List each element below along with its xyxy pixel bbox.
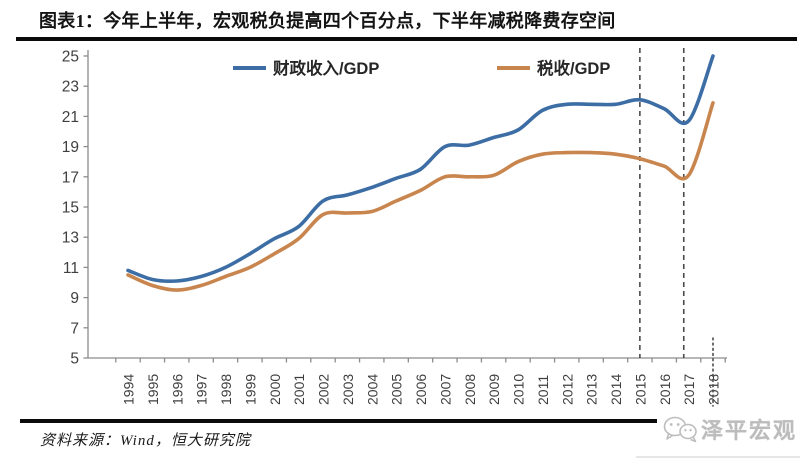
x-tick-label: 2018 xyxy=(706,374,722,405)
x-tick-label: 1999 xyxy=(242,374,258,405)
y-tick-label: 15 xyxy=(62,200,79,217)
series-line-1 xyxy=(126,101,715,292)
x-tick-label: 2000 xyxy=(267,374,283,405)
y-tick-label: 21 xyxy=(62,109,79,126)
annotations xyxy=(639,48,714,407)
x-tick-label: 2016 xyxy=(657,374,673,405)
x-tick-label: 2002 xyxy=(316,374,332,405)
y-tick-label: 9 xyxy=(70,290,79,307)
y-tick-label: 11 xyxy=(63,260,79,277)
x-tick-label: 2004 xyxy=(364,374,380,405)
page-title: 图表1：今年上半年，宏观税负提高四个百分点，下半年减税降费存空间 xyxy=(39,11,616,31)
series xyxy=(126,54,715,292)
x-tick-label: 2005 xyxy=(389,374,405,405)
x-tick-label: 2008 xyxy=(462,374,478,405)
x-tick-label: 1998 xyxy=(218,374,234,405)
footer-divider-rule xyxy=(20,419,657,423)
x-tick-label: 2011 xyxy=(535,375,551,405)
x-tick-label: 1996 xyxy=(169,374,185,405)
legend-item: 财政收入/GDP xyxy=(233,58,379,78)
legend-item: 税收/GDP xyxy=(497,58,610,78)
y-tick-label: 25 xyxy=(62,49,79,66)
y-tick-label: 17 xyxy=(62,169,79,186)
x-tick-label: 2003 xyxy=(340,374,356,405)
x-tick-label: 2007 xyxy=(437,374,453,405)
x-tick-label: 2017 xyxy=(681,374,697,405)
watermark-label: 泽平宏观 xyxy=(700,418,797,443)
x-tick-label: 2013 xyxy=(584,374,600,405)
legend: 财政收入/GDP 税收/GDP xyxy=(233,58,610,78)
axes xyxy=(83,50,727,363)
legend-label: 税收/GDP xyxy=(537,58,610,78)
x-tick-label: 1994 xyxy=(121,374,137,405)
x-tick-label: 2006 xyxy=(413,374,429,405)
x-tick-label: 2014 xyxy=(608,374,624,405)
y-tick-label: 19 xyxy=(62,139,79,156)
y-tick-label: 5 xyxy=(70,351,79,368)
x-tick-label: 2009 xyxy=(486,374,502,405)
wechat-icon xyxy=(663,416,697,443)
series-line-0 xyxy=(126,54,715,284)
y-tick-label: 13 xyxy=(62,230,79,247)
x-tick-label: 2015 xyxy=(632,374,648,405)
x-tick-label: 2010 xyxy=(511,374,527,405)
legend-label: 财政收入/GDP xyxy=(272,58,379,78)
tick-labels: 5 7 9 11 13 15 17 19 21 23 25 1994 1995 1996 1997 1998 1… xyxy=(62,49,722,406)
watermark: 泽平宏观 xyxy=(662,413,797,445)
x-tick-label: 2012 xyxy=(559,374,575,405)
y-tick-label: 7 xyxy=(70,320,79,337)
source-note: 资料来源：Wind，恒大研究院 xyxy=(40,433,251,449)
y-tick-label: 23 xyxy=(62,79,79,96)
title-divider-rule xyxy=(16,37,797,41)
watermark-underline xyxy=(636,456,800,458)
x-tick-label: 1997 xyxy=(194,374,210,405)
x-tick-label: 1995 xyxy=(145,374,161,405)
x-tick-label: 2001 xyxy=(291,374,307,405)
